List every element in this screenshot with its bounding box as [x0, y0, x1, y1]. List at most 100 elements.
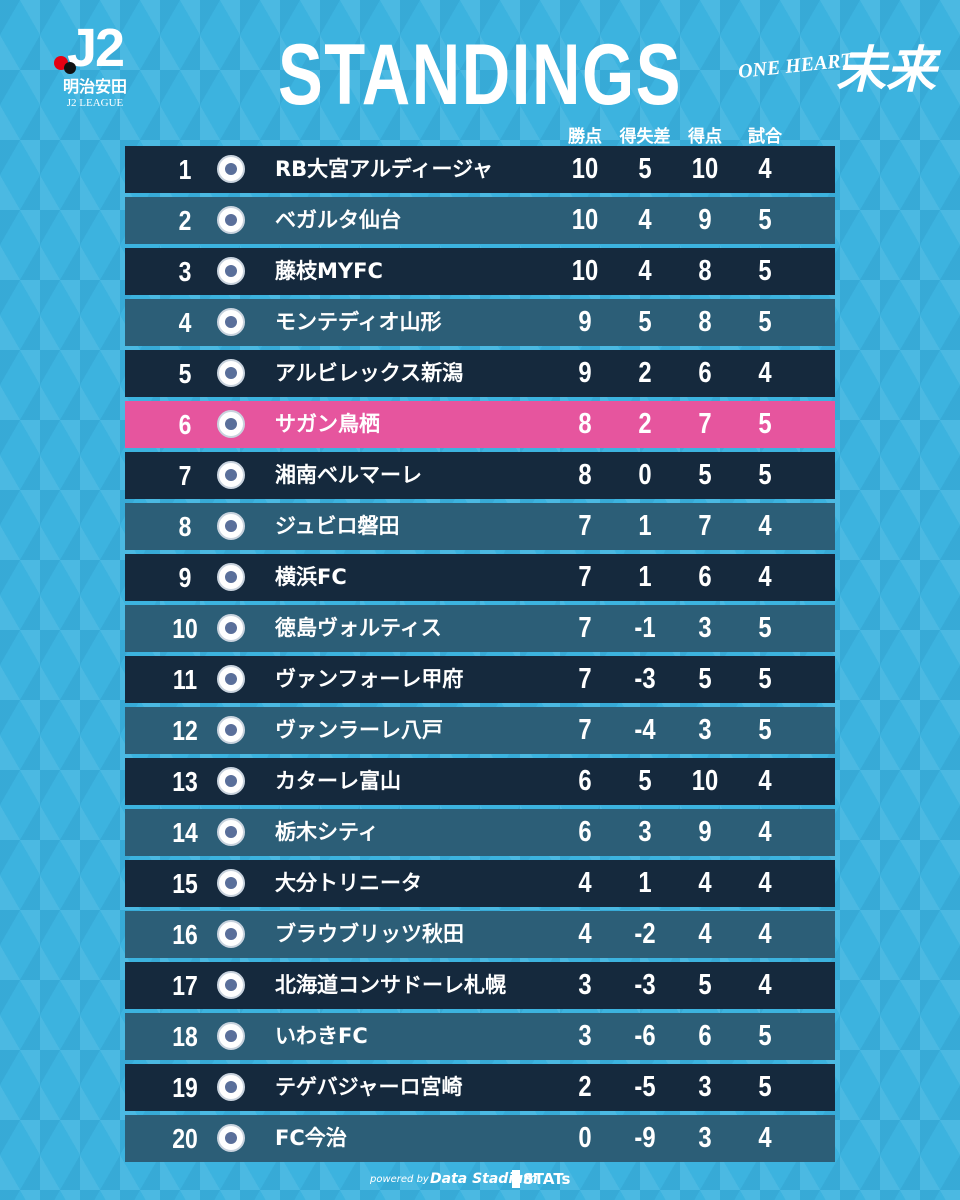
table-row: 7 湘南ベルマーレ 8 0 5 5	[125, 452, 835, 499]
column-header: 得点	[688, 127, 722, 147]
team-name: ヴァンラーレ八戸	[275, 718, 443, 742]
team-name: 徳島ヴォルティス	[275, 616, 442, 640]
stat-value: 5	[758, 459, 772, 491]
team-name: 藤枝MYFC	[275, 259, 383, 283]
stat-value: 4	[578, 867, 592, 899]
team-name: ヴァンフォーレ甲府	[275, 667, 464, 691]
stat-value: 4	[758, 969, 772, 1001]
stat-value: 5	[758, 306, 772, 338]
rank: 3	[178, 256, 192, 287]
stat-value: 4	[638, 204, 652, 236]
table-row: 14 栃木シティ 6 3 9 4	[125, 809, 835, 856]
stat-value: 10	[691, 153, 719, 185]
team-name: 横浜FC	[275, 565, 347, 589]
team-emblem	[217, 359, 245, 387]
stat-value: 1	[638, 510, 652, 542]
stat-value: 6	[578, 816, 592, 848]
stat-value: 4	[758, 561, 772, 593]
stat-value: 8	[578, 408, 592, 440]
stat-value: 10	[571, 153, 599, 185]
table-row: 17 北海道コンサドーレ札幌 3 -3 5 4	[125, 962, 835, 1009]
rank: 12	[172, 715, 198, 746]
table-row: 20 FC今治 0 -9 3 4	[125, 1115, 835, 1162]
stat-value: 7	[578, 714, 592, 746]
table-row: 3 藤枝MYFC 10 4 8 5	[125, 248, 835, 295]
table-row: 12 ヴァンラーレ八戸 7 -4 3 5	[125, 707, 835, 754]
stat-value: 6	[698, 1020, 712, 1052]
stat-value: -2	[634, 918, 656, 950]
stat-value: 4	[758, 816, 772, 848]
team-emblem	[217, 665, 245, 693]
stat-value: 4	[698, 918, 712, 950]
team-name: 湘南ベルマーレ	[275, 463, 422, 487]
stat-value: 1	[638, 561, 652, 593]
stat-value: 9	[578, 357, 592, 389]
team-emblem	[217, 767, 245, 795]
stat-value: 5	[698, 459, 712, 491]
stat-value: 1	[638, 867, 652, 899]
table-row: 8 ジュビロ磐田 7 1 7 4	[125, 503, 835, 550]
table-row: 15 大分トリニータ 4 1 4 4	[125, 860, 835, 907]
team-name: RB大宮アルディージャ	[275, 157, 494, 181]
team-name: モンテディオ山形	[275, 310, 442, 334]
stat-value: 0	[578, 1122, 592, 1154]
stat-value: 4	[758, 510, 772, 542]
team-emblem	[217, 920, 245, 948]
stat-value: 5	[758, 714, 772, 746]
stat-value: 2	[578, 1071, 592, 1103]
table-row: 1 RB大宮アルディージャ 10 5 10 4	[125, 146, 835, 193]
team-name: ブラウブリッツ秋田	[275, 922, 464, 946]
stat-value: 5	[638, 153, 652, 185]
title: STANDINGS	[277, 27, 683, 123]
stat-value: 5	[758, 1020, 772, 1052]
stat-value: 7	[578, 561, 592, 593]
stat-value: 6	[698, 357, 712, 389]
team-emblem	[217, 461, 245, 489]
table-row: 4 モンテディオ山形 9 5 8 5	[125, 299, 835, 346]
stat-value: 3	[698, 1071, 712, 1103]
stat-value: 3	[698, 714, 712, 746]
rank: 11	[172, 664, 198, 695]
table-row: 6 サガン鳥栖 8 2 7 5	[125, 401, 835, 448]
slogan-jp: 未来	[836, 40, 936, 99]
stat-value: 3	[698, 612, 712, 644]
stat-value: 5	[758, 612, 772, 644]
rank: 9	[178, 562, 192, 593]
rank: 2	[178, 205, 192, 236]
table-row: 11 ヴァンフォーレ甲府 7 -3 5 5	[125, 656, 835, 703]
rank: 20	[172, 1123, 198, 1154]
stat-value: 4	[758, 918, 772, 950]
stat-value: 6	[698, 561, 712, 593]
rank: 10	[172, 613, 198, 644]
stat-value: 5	[698, 663, 712, 695]
table-row: 2 ベガルタ仙台 10 4 9 5	[125, 197, 835, 244]
team-emblem	[217, 512, 245, 540]
team-emblem	[217, 1124, 245, 1152]
stat-value: 4	[698, 867, 712, 899]
team-name: 大分トリニータ	[275, 871, 422, 895]
team-emblem	[217, 971, 245, 999]
stat-value: 8	[698, 306, 712, 338]
team-name: テゲバジャーロ宮崎	[275, 1075, 463, 1099]
stat-value: 3	[578, 1020, 592, 1052]
rank: 14	[172, 817, 198, 848]
stat-value: -3	[634, 969, 656, 1001]
rank: 15	[172, 868, 198, 899]
stat-value: 4	[758, 867, 772, 899]
team-emblem	[217, 410, 245, 438]
stat-value: -6	[634, 1020, 656, 1052]
team-emblem	[217, 1022, 245, 1050]
stat-value: 4	[758, 357, 772, 389]
team-emblem	[217, 563, 245, 591]
stat-value: 5	[758, 255, 772, 287]
stat-value: 5	[758, 1071, 772, 1103]
stat-value: 7	[698, 408, 712, 440]
column-header: 得失差	[619, 127, 671, 147]
rank: 6	[178, 409, 192, 440]
stat-value: -1	[634, 612, 656, 644]
rank: 16	[172, 919, 198, 950]
stat-value: -5	[634, 1071, 656, 1103]
stat-value: 5	[698, 969, 712, 1001]
logo-text: J2	[66, 18, 125, 78]
team-emblem	[217, 257, 245, 285]
